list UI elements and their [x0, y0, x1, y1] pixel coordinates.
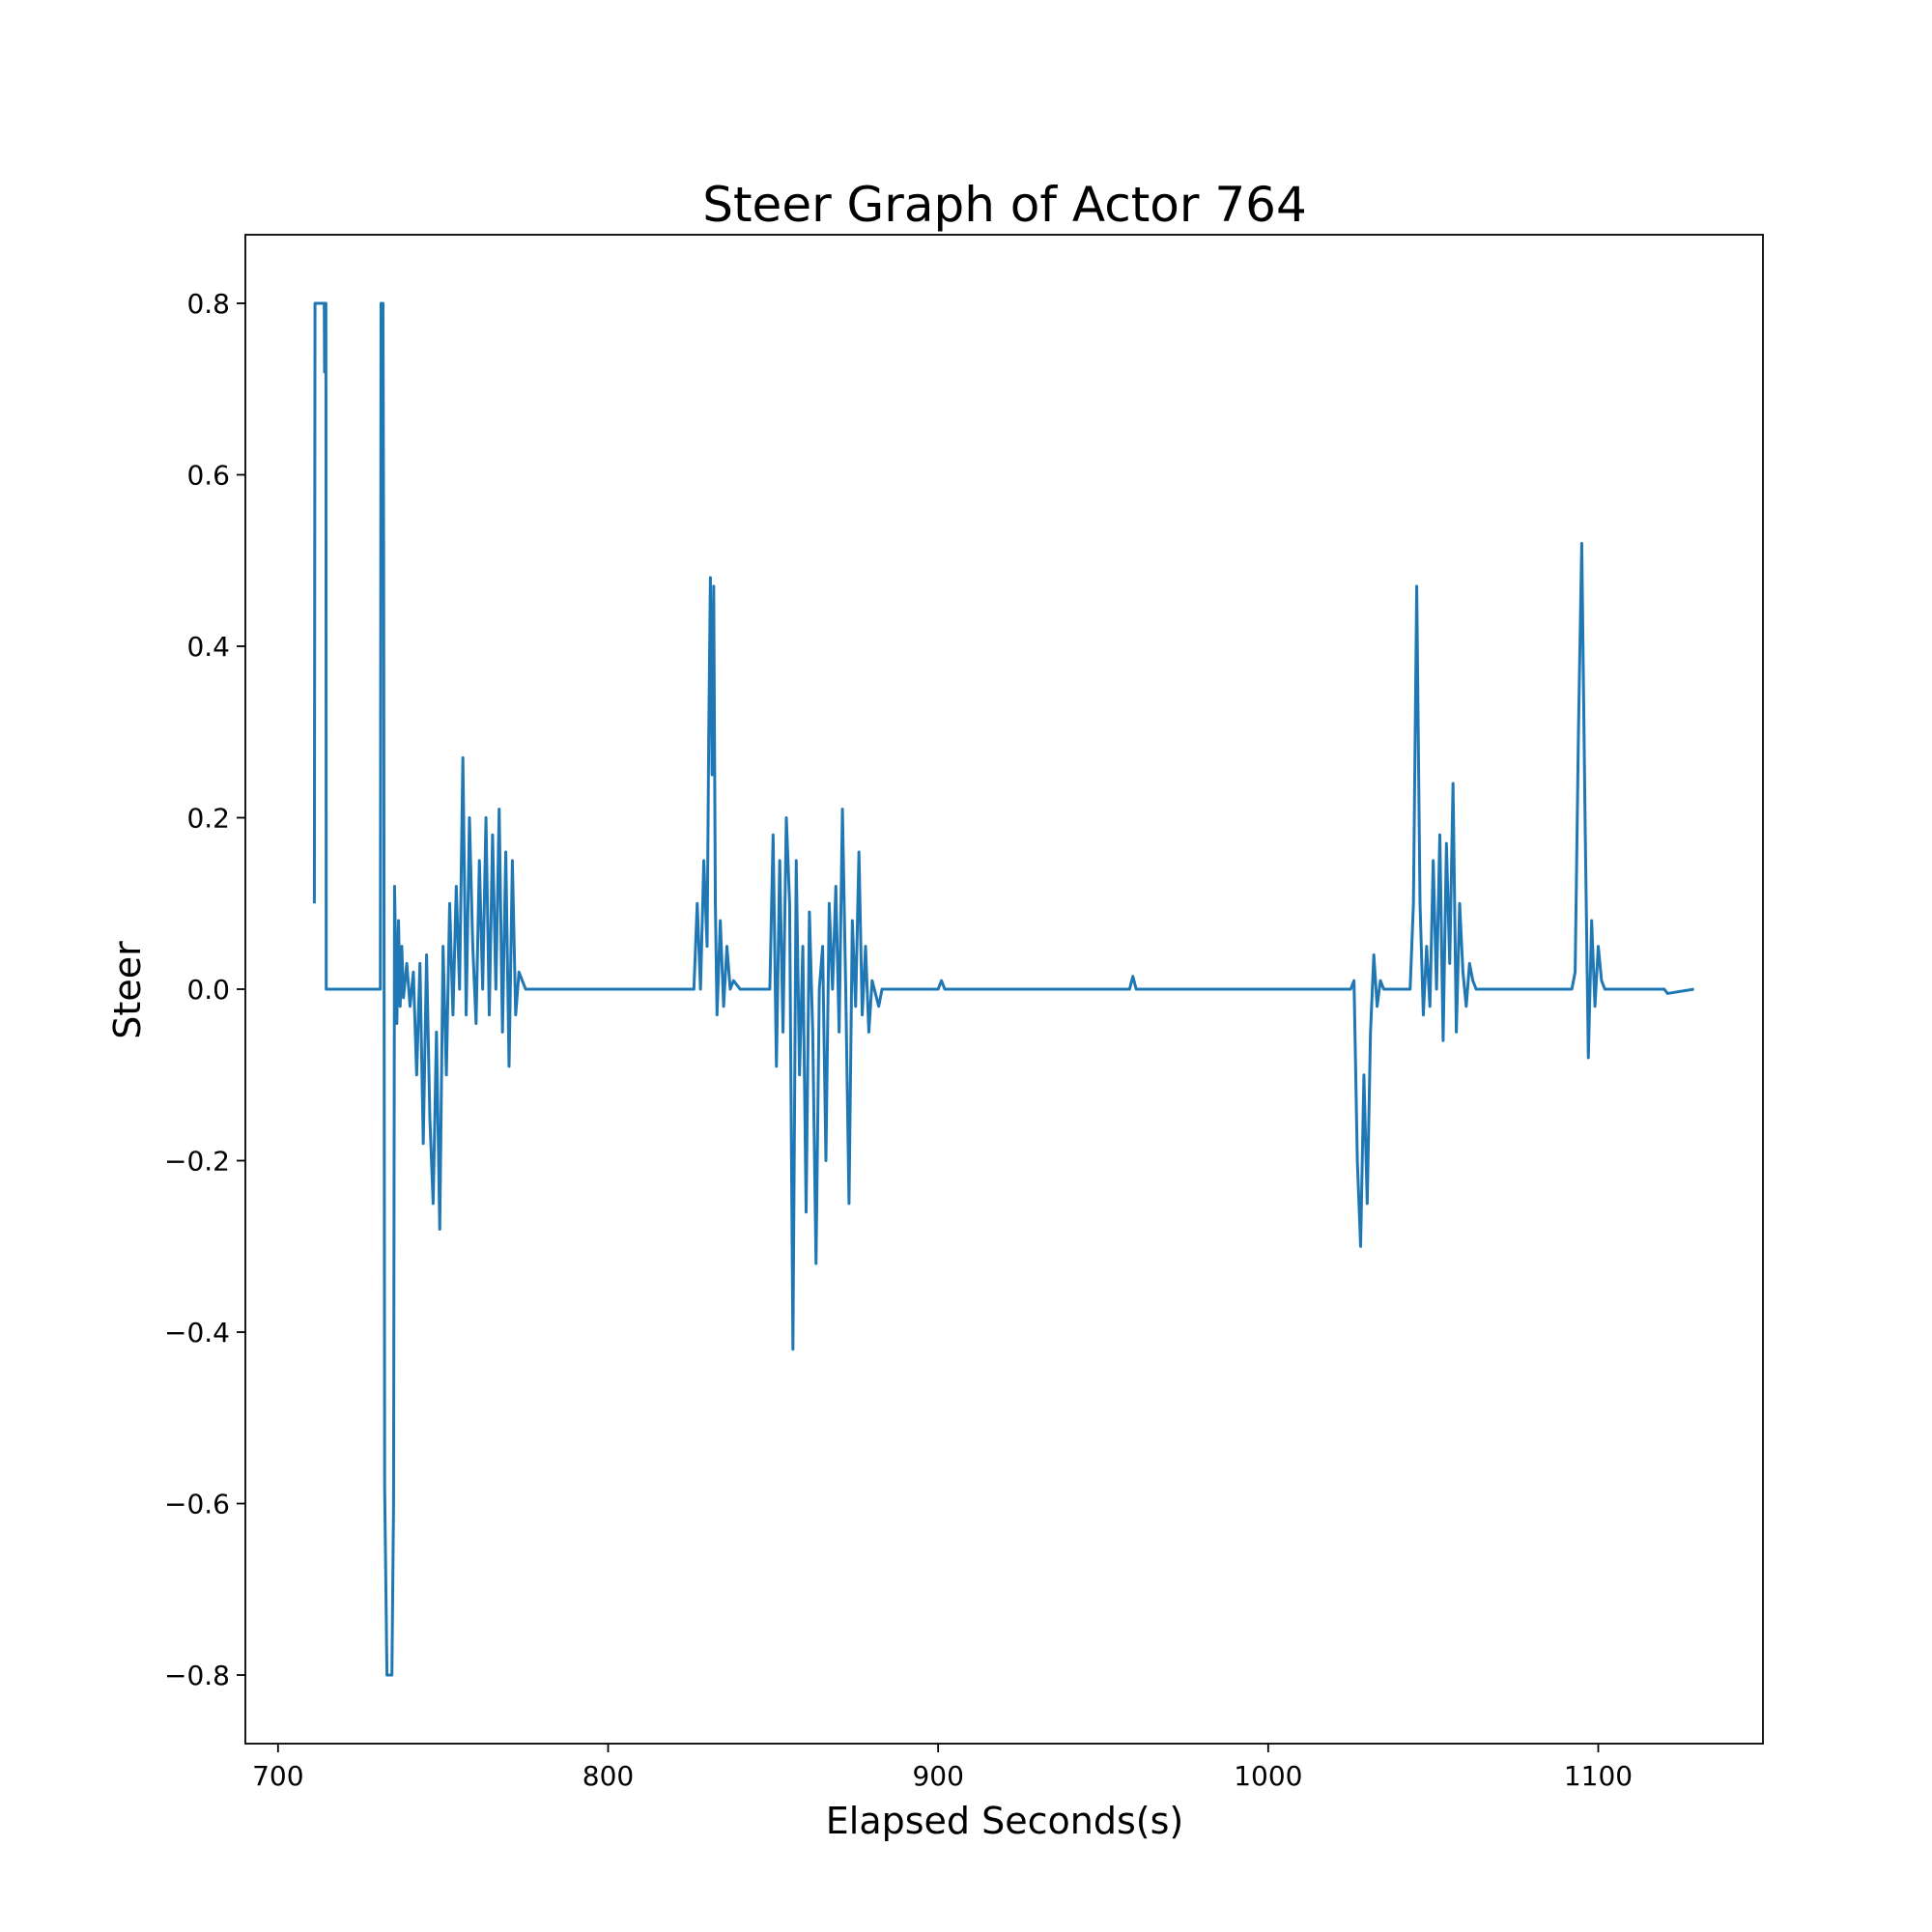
y-tick-label: 0.2 [186, 803, 230, 835]
y-tick-label: 0.0 [186, 974, 230, 1006]
y-axis-label: Steer [106, 941, 149, 1039]
plot-frame [244, 234, 1764, 1745]
y-tick-label: 0.4 [186, 631, 230, 663]
y-tick-label: 0.8 [186, 288, 230, 320]
chart-title: Steer Graph of Actor 764 [702, 177, 1307, 233]
data-line [312, 301, 1694, 1677]
y-tick-label: −0.4 [164, 1317, 230, 1349]
x-axis-label: Elapsed Seconds(s) [826, 1800, 1183, 1842]
y-tick-label: 0.6 [186, 460, 230, 492]
x-tick-label: 1100 [1564, 1760, 1633, 1792]
y-tick-label: −0.8 [164, 1660, 230, 1691]
x-tick-label: 700 [252, 1760, 303, 1792]
y-tick-label: −0.6 [164, 1489, 230, 1520]
x-tick-label: 900 [912, 1760, 963, 1792]
x-tick-label: 1000 [1234, 1760, 1302, 1792]
x-tick-label: 800 [582, 1760, 634, 1792]
y-tick-label: −0.2 [164, 1146, 230, 1178]
